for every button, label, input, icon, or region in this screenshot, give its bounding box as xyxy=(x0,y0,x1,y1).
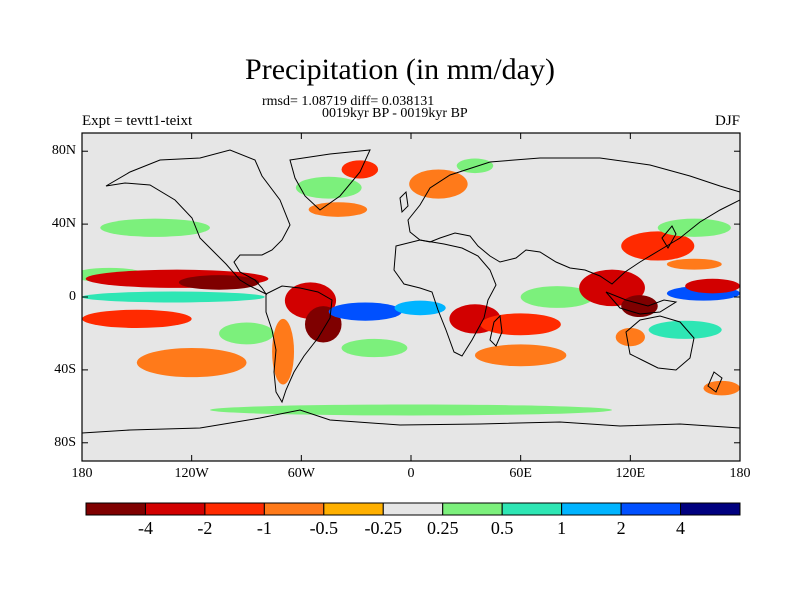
anomaly-region-25 xyxy=(621,231,695,261)
coast-new-zealand xyxy=(707,371,723,393)
colorbar-swatch xyxy=(323,502,384,516)
anomaly-region-14 xyxy=(295,176,362,199)
colorbar-label: -1 xyxy=(256,518,272,538)
colorbar-swatch xyxy=(382,502,444,516)
colorbar-swatch xyxy=(263,502,325,516)
anomaly-region-13 xyxy=(341,338,408,358)
coastlines xyxy=(82,149,740,434)
anomaly-region-0 xyxy=(100,218,210,237)
anomaly-region-32 xyxy=(209,404,613,416)
lat-tick-label: 0 xyxy=(69,289,76,304)
map-ticks xyxy=(81,133,741,461)
coast-madagascar xyxy=(489,314,503,347)
anomaly-region-17 xyxy=(409,169,468,199)
colorbar-swatch xyxy=(501,502,563,516)
coast-greenland xyxy=(289,149,371,211)
anomaly-region-3 xyxy=(178,275,260,290)
colorbar-label: 0.5 xyxy=(490,518,514,538)
lon-tick-label: 180 xyxy=(729,466,751,481)
anomaly-region-29 xyxy=(685,278,740,294)
colorbar-swatch xyxy=(680,502,741,516)
lon-tick-label: 120E xyxy=(615,466,646,481)
anomaly-region-7 xyxy=(219,322,274,345)
anomaly-region-5 xyxy=(82,309,192,328)
anomaly-region-15 xyxy=(341,160,379,179)
coast-africa xyxy=(393,239,497,357)
lat-tick-label: 80N xyxy=(51,143,76,159)
lon-tick-label: 60E xyxy=(509,466,532,481)
anomaly-region-30 xyxy=(648,320,722,339)
anomaly-region-31 xyxy=(615,327,645,347)
experiment-label: Expt = tevtt1-teixt xyxy=(82,113,193,129)
coast-indonesia xyxy=(605,291,678,315)
lon-tick-label: 120W xyxy=(174,466,209,481)
colorbar-swatch xyxy=(442,502,503,516)
colorbar-label: 4 xyxy=(676,518,686,538)
colorbar-label: -0.25 xyxy=(364,518,403,538)
lat-tick-label: 40N xyxy=(51,216,76,232)
period-label: 0019kyr BP - 0019kyr BP xyxy=(322,106,468,121)
coast-south-america xyxy=(265,285,333,404)
anomaly-region-22 xyxy=(520,286,594,308)
lon-tick-label: 0 xyxy=(407,466,415,481)
colorbar-swatch xyxy=(85,502,146,516)
colorbar-swatch xyxy=(204,502,265,516)
anomaly-region-6 xyxy=(136,348,247,378)
anomaly-region-20 xyxy=(480,313,561,336)
colorbar-label: 1 xyxy=(557,518,567,538)
colorbar-swatch xyxy=(620,502,682,516)
anomaly-region-16 xyxy=(308,202,368,217)
colorbar-swatch xyxy=(561,502,622,516)
colorbar xyxy=(85,502,741,516)
coast-antarctica xyxy=(82,409,740,434)
coast-japan xyxy=(661,225,677,249)
season-label: DJF xyxy=(714,113,740,129)
colorbar-label: -4 xyxy=(137,518,153,538)
coast-north-america xyxy=(105,149,291,296)
anomaly-region-10 xyxy=(272,318,295,385)
coast-australia xyxy=(625,315,695,371)
rmsd-diff-stats: rmsd= 1.08719 diff= 0.038131 xyxy=(262,94,435,109)
colorbar-swatch xyxy=(144,502,206,516)
anomaly-region-4 xyxy=(82,291,265,303)
colorbar-label: -2 xyxy=(197,518,213,538)
anomaly-region-11 xyxy=(328,302,402,321)
coast-europe-asia xyxy=(407,157,740,285)
coast-uk xyxy=(399,190,409,214)
plot-title: Precipitation (in mm/day) xyxy=(245,53,555,86)
anomaly-region-27 xyxy=(666,258,722,270)
anomaly-region-33 xyxy=(703,380,740,396)
anomaly-region-23 xyxy=(579,269,645,307)
anomaly-region-12 xyxy=(394,300,446,316)
anomaly-region-21 xyxy=(474,344,567,367)
lon-tick-label: 60W xyxy=(287,466,315,481)
lon-tick-label: 180 xyxy=(71,466,93,481)
anomaly-region-26 xyxy=(657,218,731,237)
lat-tick-label: 40S xyxy=(54,361,76,377)
lat-tick-label: 80S xyxy=(54,434,76,450)
colorbar-label: 2 xyxy=(616,518,626,538)
colorbar-label: 0.25 xyxy=(426,518,459,538)
colorbar-label: -0.5 xyxy=(309,518,339,538)
